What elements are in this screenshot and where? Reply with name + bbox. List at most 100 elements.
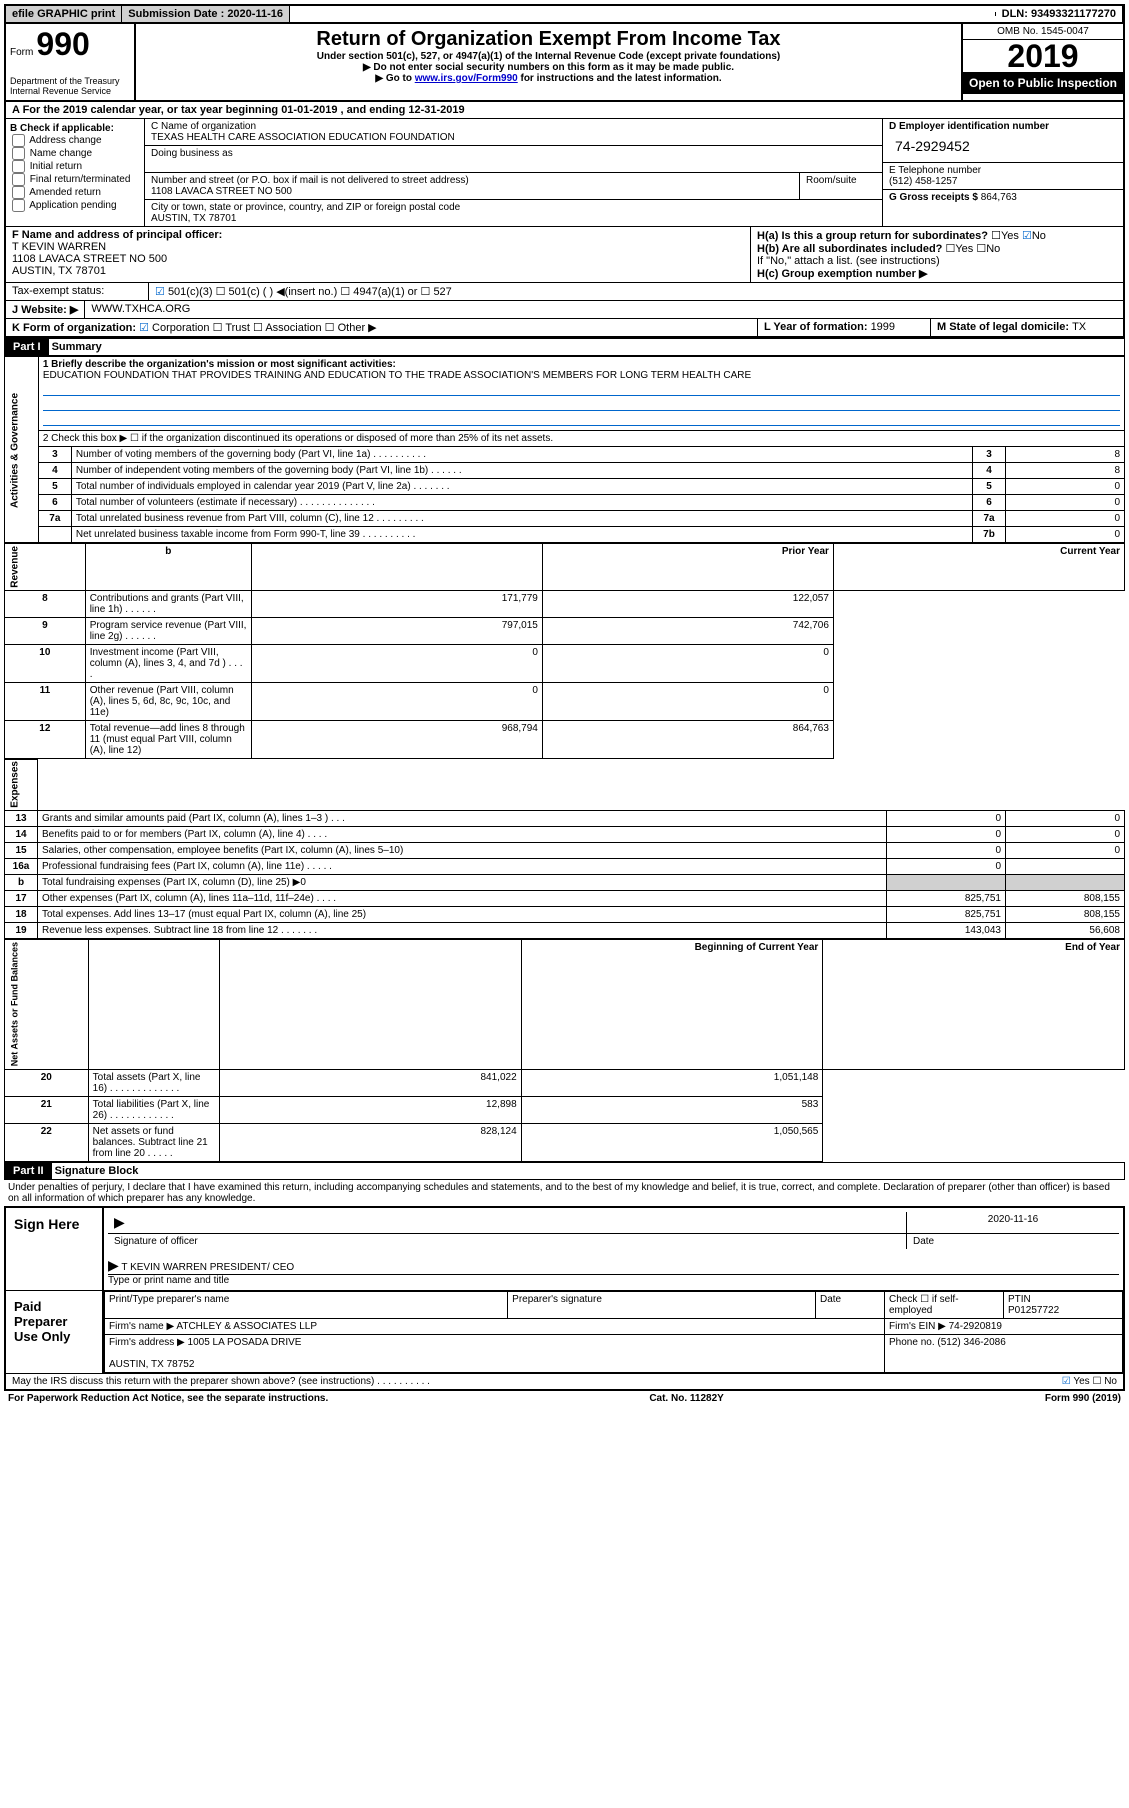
line-box: 7a — [973, 511, 1006, 527]
line-num: 12 — [5, 720, 86, 758]
current-val: 0 — [1006, 811, 1125, 827]
line-num: 20 — [5, 1069, 89, 1096]
line-num: 18 — [5, 907, 38, 923]
line-label: Total number of individuals employed in … — [71, 479, 972, 495]
f-label: F Name and address of principal officer: — [12, 229, 744, 241]
form-sub1: Under section 501(c), 527, or 4947(a)(1)… — [140, 51, 957, 62]
top-bar: efile GRAPHIC print Submission Date : 20… — [4, 4, 1125, 24]
form-header: Form 990 Department of the Treasury Inte… — [4, 24, 1125, 102]
line-val: 0 — [1006, 511, 1125, 527]
cb-initial-return[interactable]: Initial return — [10, 160, 140, 173]
part2-title: Signature Block — [55, 1165, 139, 1177]
cb-address-change[interactable]: Address change — [10, 134, 140, 147]
tax-exempt-label: Tax-exempt status: — [6, 283, 149, 300]
prior-val: 825,751 — [887, 891, 1006, 907]
line-label: Total unrelated business revenue from Pa… — [71, 511, 972, 527]
prior-val: 797,015 — [251, 617, 542, 644]
cat-no: Cat. No. 11282Y — [649, 1393, 723, 1404]
line-label: Total number of volunteers (estimate if … — [71, 495, 972, 511]
line-label: Other expenses (Part IX, column (A), lin… — [38, 891, 887, 907]
line-num: 8 — [5, 590, 86, 617]
current-val: 583 — [521, 1096, 823, 1123]
line-num: 9 — [5, 617, 86, 644]
line-label: Number of voting members of the governin… — [71, 447, 972, 463]
side-revenue: Revenue — [5, 544, 86, 591]
line-num: 5 — [38, 479, 71, 495]
line-num: 13 — [5, 811, 38, 827]
tax-exempt-opts: ☑ 501(c)(3) ☐ 501(c) ( ) ◀(insert no.) ☐… — [149, 283, 1123, 300]
current-val: 0 — [1006, 827, 1125, 843]
sig-date-val: 2020-11-16 — [907, 1212, 1119, 1233]
current-val: 0 — [542, 644, 833, 682]
line-num: 6 — [38, 495, 71, 511]
current-val: 122,057 — [542, 590, 833, 617]
line-val: 8 — [1006, 447, 1125, 463]
col-begin: Beginning of Current Year — [521, 940, 823, 1069]
prior-val: 0 — [887, 827, 1006, 843]
form-word: Form — [10, 47, 33, 58]
k-form-org: K Form of organization: ☑ Corporation ☐ … — [6, 319, 758, 336]
prep-check[interactable]: Check ☐ if self-employed — [885, 1291, 1004, 1318]
hb-row: H(b) Are all subordinates included? ☐Yes… — [757, 242, 1117, 255]
line-label: Number of independent voting members of … — [71, 463, 972, 479]
line-label: Total assets (Part X, line 16) . . . . .… — [88, 1069, 219, 1096]
b-label: B Check if applicable: — [10, 123, 140, 134]
cb-final-return[interactable]: Final return/terminated — [10, 173, 140, 186]
line-num: 10 — [5, 644, 86, 682]
prior-val: 143,043 — [887, 923, 1006, 939]
prior-val: 828,124 — [219, 1123, 521, 1161]
ptin: P01257722 — [1008, 1305, 1059, 1316]
line-num: 21 — [5, 1096, 89, 1123]
current-val: 1,051,148 — [521, 1069, 823, 1096]
line-num: 14 — [5, 827, 38, 843]
line-num: 16a — [5, 859, 38, 875]
form-number: 990 — [36, 26, 89, 62]
discuss-row: May the IRS discuss this return with the… — [6, 1374, 1123, 1389]
line-box: 7b — [973, 527, 1006, 543]
prior-val: 12,898 — [219, 1096, 521, 1123]
j-website[interactable]: WWW.TXHCA.ORG — [85, 301, 1123, 318]
line-label: Total fundraising expenses (Part IX, col… — [38, 875, 887, 891]
summary-table: Activities & Governance 1 Briefly descri… — [4, 356, 1125, 543]
form990-link[interactable]: www.irs.gov/Form990 — [415, 73, 518, 84]
cb-pending[interactable]: Application pending — [10, 199, 140, 212]
line-box: 6 — [973, 495, 1006, 511]
d-ein: 74-2929452 — [889, 132, 1117, 160]
current-val: 808,155 — [1006, 907, 1125, 923]
paid-preparer-label: Paid Preparer Use Only — [6, 1291, 104, 1373]
city-label: City or town, state or province, country… — [151, 202, 876, 213]
cb-amended[interactable]: Amended return — [10, 186, 140, 199]
f-name: T KEVIN WARREN 1108 LAVACA STREET NO 500… — [12, 241, 744, 277]
line-label: Contributions and grants (Part VIII, lin… — [85, 590, 251, 617]
form-sub3-post: for instructions and the latest informat… — [518, 73, 722, 84]
cb-name-change[interactable]: Name change — [10, 147, 140, 160]
firm-name: ATCHLEY & ASSOCIATES LLP — [176, 1321, 317, 1332]
prior-val: 0 — [887, 843, 1006, 859]
prior-val: 0 — [251, 682, 542, 720]
prior-val: 0 — [887, 859, 1006, 875]
line-num: 22 — [5, 1123, 89, 1161]
prior-val: 171,779 — [251, 590, 542, 617]
addr: 1108 LAVACA STREET NO 500 — [151, 186, 793, 197]
efile-button[interactable]: efile GRAPHIC print — [6, 6, 122, 22]
dln: DLN: 93493321177270 — [996, 6, 1123, 22]
current-val: 0 — [542, 682, 833, 720]
sign-here-label: Sign Here — [6, 1208, 104, 1290]
j-label: J Website: ▶ — [6, 301, 85, 318]
line-val: 0 — [1006, 495, 1125, 511]
part2-header: Part II — [5, 1163, 52, 1179]
room-label: Room/suite — [800, 173, 882, 199]
col-prior: Prior Year — [542, 544, 833, 591]
line-label: Other revenue (Part VIII, column (A), li… — [85, 682, 251, 720]
sig-type-label: Type or print name and title — [108, 1274, 1119, 1286]
sig-officer-label: Signature of officer — [108, 1234, 907, 1249]
current-val: 808,155 — [1006, 891, 1125, 907]
c-name: TEXAS HEALTH CARE ASSOCIATION EDUCATION … — [151, 132, 876, 143]
hc-row: H(c) Group exemption number ▶ — [757, 267, 1117, 280]
current-val — [1006, 875, 1125, 891]
part1-header: Part I — [5, 339, 49, 355]
prep-sig-label: Preparer's signature — [508, 1291, 816, 1318]
side-expenses: Expenses — [5, 759, 38, 811]
line-label: Revenue less expenses. Subtract line 18 … — [38, 923, 887, 939]
side-activities: Activities & Governance — [5, 357, 39, 543]
